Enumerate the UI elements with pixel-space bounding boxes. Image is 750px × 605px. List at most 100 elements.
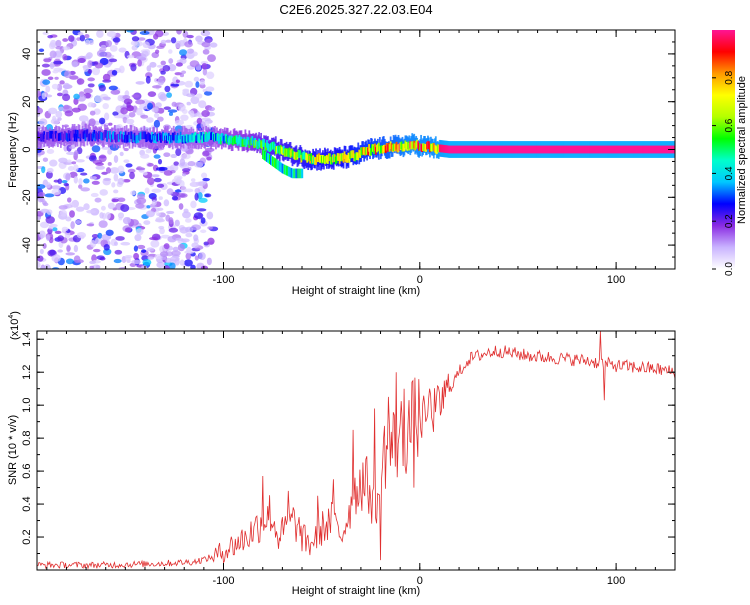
heatmap-ridge-halo (86, 128, 89, 146)
heatmap-ridge-cell (411, 141, 414, 149)
heatmap-noise-cell (166, 92, 172, 98)
heatmap-noise-cell (197, 181, 206, 187)
heatmap-ridge-cell (143, 131, 146, 139)
heatmap-ridge-cell (94, 133, 97, 142)
heatmap-noise-cell (77, 57, 86, 64)
heatmap-ridge-cell (80, 130, 83, 138)
heatmap-ridge-cell (261, 141, 263, 150)
heatmap-ridge-cell (149, 134, 152, 143)
heatmap-ridge-cell (380, 145, 383, 153)
heatmap-ridge-cell (304, 152, 307, 161)
heatmap-ridge-cell (550, 145, 553, 154)
heatmap-ridge-cell (553, 145, 556, 154)
heatmap-ridge-cell (642, 145, 645, 154)
heatmap-ridge-cell (283, 149, 286, 157)
heatmap-ridge-cell (351, 150, 354, 158)
heatmap-ridge-cell (206, 134, 209, 142)
heatmap-noise-cell (160, 70, 166, 75)
heatmap-noise-cell (155, 216, 164, 222)
heatmap-noise-cell (71, 161, 77, 165)
heatmap-noise-cell (183, 259, 193, 267)
heatmap-ridge-cell (47, 131, 49, 140)
heatmap-ridge-cell (421, 144, 423, 152)
heatmap-ridge-cell (399, 142, 402, 151)
heatmap-ridge-cell (367, 147, 369, 156)
heatmap-branch-cell (300, 168, 303, 179)
heatmap-ridge-cell (580, 145, 582, 154)
heatmap-ridge-cell (535, 145, 537, 154)
colorbar-gradient (712, 30, 735, 269)
spectrogram-panel: -100 0 100 -40 -20 0 20 40 Height of straight … (7, 29, 676, 297)
heatmap-ridge-halo (83, 129, 86, 147)
heatmap-noise-cell (198, 197, 208, 203)
heatmap-noise-cell (37, 255, 44, 262)
heatmap-noise-cell (146, 177, 155, 186)
heatmap-noise-cell (68, 145, 76, 149)
colorbar: 0.0 0.2 0.4 0.6 0.8 Normalized spectral ampl… (712, 30, 748, 276)
heatmap-ridge-cell (54, 134, 56, 142)
heatmap-ridge-halo (303, 152, 306, 170)
heatmap-noise-cell (158, 225, 165, 230)
heatmap-ridge-cell (408, 142, 411, 151)
heatmap-ridge-cell (92, 131, 95, 140)
heatmap-noise-cell (186, 48, 194, 54)
heatmap-ridge-cell (579, 145, 581, 154)
heatmap-ridge-halo (135, 127, 138, 144)
heatmap-ridge-cell (45, 134, 48, 142)
heatmap-noise-cell (117, 197, 126, 202)
heatmap-ridge-cell (318, 153, 320, 161)
heatmap-noise-cell (161, 31, 170, 36)
heatmap-ridge-cell (256, 141, 259, 150)
heatmap-noise-cell (42, 157, 49, 162)
heatmap-ridge-cell (366, 147, 368, 155)
heatmap-ridge-cell (119, 131, 122, 139)
heatmap-noise-cell (83, 65, 89, 72)
heatmap-ridge-cell (118, 131, 121, 140)
heatmap-noise-cell (100, 205, 106, 211)
heatmap-ridge-cell (329, 156, 332, 165)
heatmap-noise-cell (97, 232, 103, 239)
heatmap-ridge-cell (507, 145, 510, 154)
heatmap-noise-cell (51, 83, 59, 90)
heatmap-noise-cell (160, 234, 171, 239)
heatmap-noise-cell (65, 258, 74, 265)
heatmap-ridge-cell (644, 145, 647, 154)
heatmap-ridge-cell (374, 143, 376, 152)
heatmap-ridge-cell (43, 131, 46, 139)
heatmap-noise-cell (87, 68, 93, 74)
heatmap-noise-cell (168, 58, 174, 64)
heatmap-noise-cell (105, 40, 113, 48)
heatmap-ridge-cell (250, 137, 253, 146)
heatmap-noise-cell (177, 193, 188, 198)
heatmap-ridge-halo (87, 124, 90, 142)
heatmap-ridge-cell (394, 143, 397, 152)
heatmap-ridge-cell (661, 145, 664, 154)
heatmap-noise-cell (59, 80, 65, 85)
heatmap-ridge-halo (215, 132, 217, 150)
heatmap-ridge-cell (647, 145, 650, 154)
heatmap-ridge-halo (381, 136, 384, 154)
heatmap-noise-cell (129, 219, 139, 226)
heatmap-ridge-cell (291, 149, 294, 157)
heatmap-noise-cell (191, 224, 202, 231)
heatmap-noise-cell (85, 53, 92, 60)
heatmap-ridge-halo (76, 129, 79, 147)
heatmap-noise-cell (79, 34, 86, 42)
heatmap-ridge-cell (495, 145, 498, 154)
heatmap-noise-cell (45, 182, 51, 189)
heatmap-ridge-cell (264, 142, 266, 151)
heatmap-ridge-cell (296, 151, 299, 160)
heatmap-noise-cell (164, 85, 171, 93)
heatmap-ridge-cell (369, 148, 371, 156)
heatmap-noise-cell (112, 37, 121, 43)
heatmap-noise-cell (127, 168, 136, 174)
heatmap-ridge-cell (531, 145, 533, 154)
heatmap-ridge-cell (422, 143, 424, 151)
heatmap-noise-cell (179, 259, 185, 266)
heatmap-ridge-cell (536, 145, 538, 154)
heatmap-ridge-cell (247, 137, 250, 145)
heatmap-ridge-cell (136, 134, 139, 143)
heatmap-ridge-cell (51, 130, 53, 139)
heatmap-ridge-cell (592, 145, 595, 154)
heatmap-ridge-cell (532, 145, 534, 154)
